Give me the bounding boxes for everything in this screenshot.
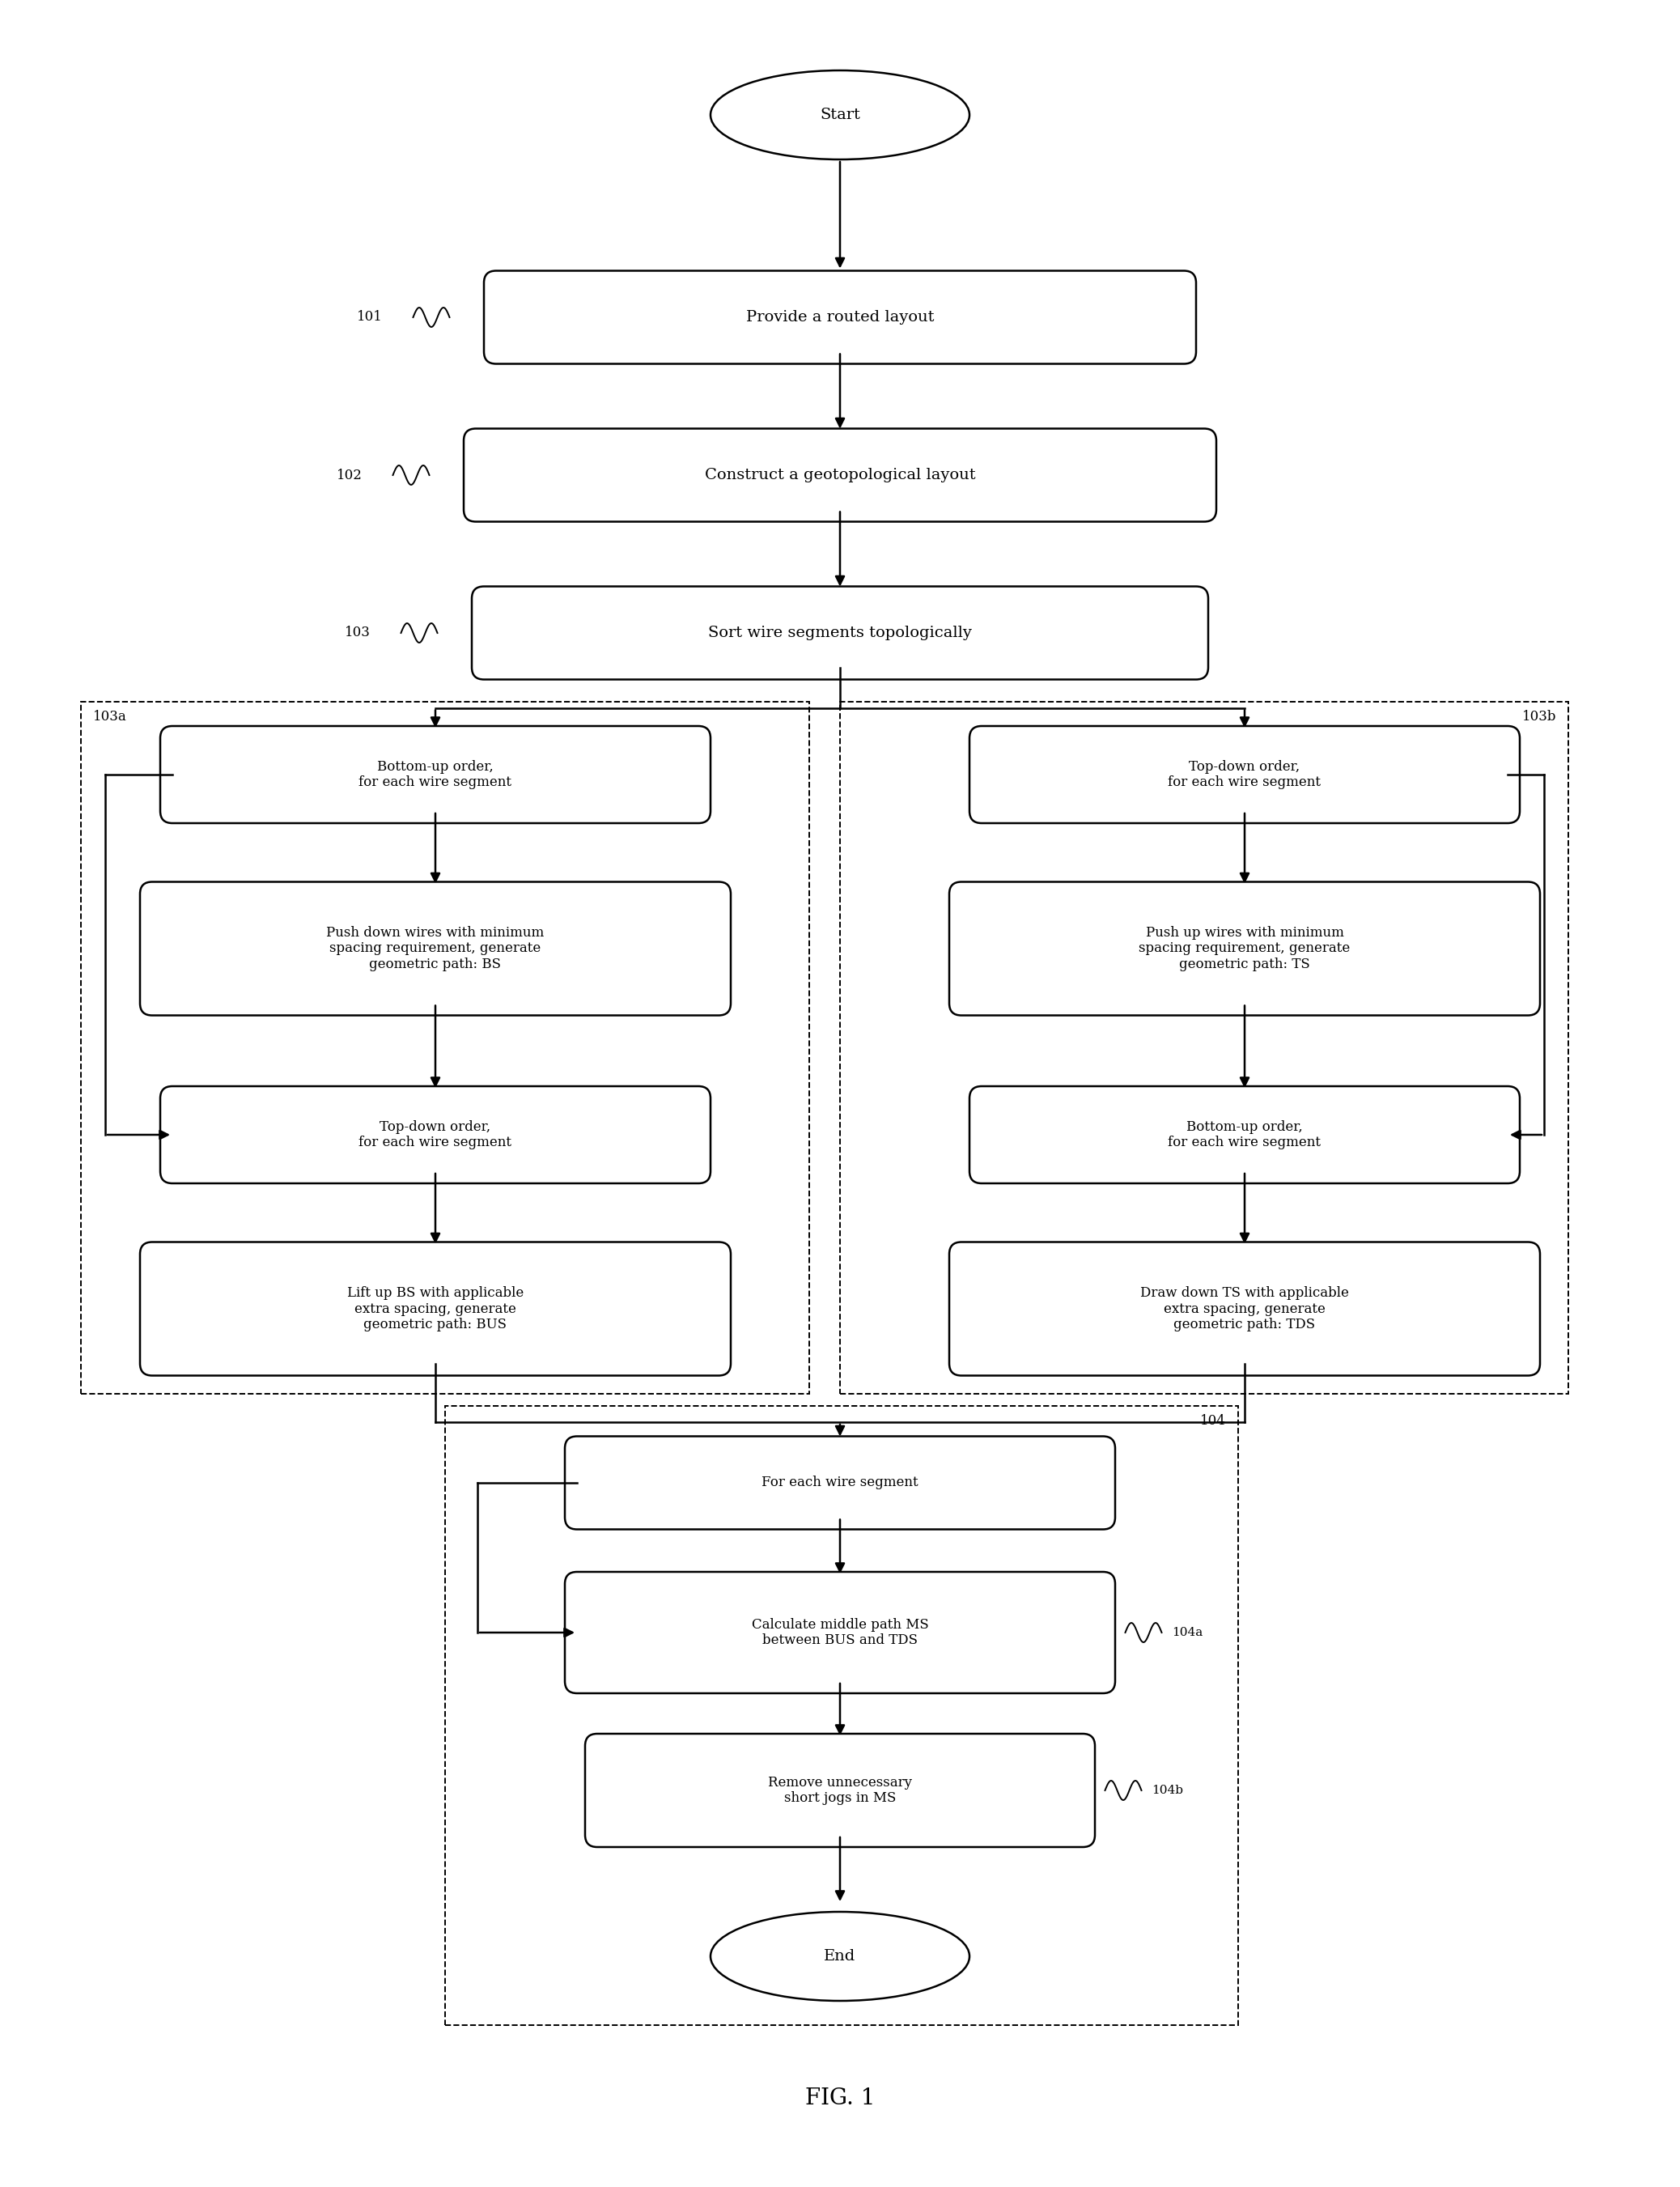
- FancyBboxPatch shape: [585, 1734, 1095, 1848]
- Text: FIG. 1: FIG. 1: [805, 2086, 875, 2108]
- Text: Construct a geotopological layout: Construct a geotopological layout: [704, 468, 976, 483]
- FancyBboxPatch shape: [969, 1087, 1520, 1183]
- FancyBboxPatch shape: [969, 726, 1520, 822]
- Text: 103: 103: [344, 625, 371, 641]
- Text: Provide a routed layout: Provide a routed layout: [746, 311, 934, 324]
- Text: Push down wires with minimum
spacing requirement, generate
geometric path: BS: Push down wires with minimum spacing req…: [326, 925, 544, 971]
- FancyBboxPatch shape: [564, 1437, 1116, 1529]
- Text: Top-down order,
for each wire segment: Top-down order, for each wire segment: [1168, 759, 1320, 790]
- FancyBboxPatch shape: [949, 1242, 1541, 1376]
- Text: End: End: [825, 1949, 855, 1964]
- Bar: [445, 1406, 1238, 2025]
- Text: Top-down order,
for each wire segment: Top-down order, for each wire segment: [360, 1120, 512, 1150]
- FancyBboxPatch shape: [160, 726, 711, 822]
- Text: 104b: 104b: [1151, 1785, 1183, 1796]
- Text: Push up wires with minimum
spacing requirement, generate
geometric path: TS: Push up wires with minimum spacing requi…: [1139, 925, 1351, 971]
- Text: Draw down TS with applicable
extra spacing, generate
geometric path: TDS: Draw down TS with applicable extra spaci…: [1141, 1286, 1349, 1332]
- Ellipse shape: [711, 1911, 969, 2001]
- FancyBboxPatch shape: [139, 881, 731, 1015]
- Text: Bottom-up order,
for each wire segment: Bottom-up order, for each wire segment: [1168, 1120, 1320, 1150]
- Text: 103b: 103b: [1522, 711, 1556, 724]
- Text: Bottom-up order,
for each wire segment: Bottom-up order, for each wire segment: [360, 759, 512, 790]
- Text: Remove unnecessary
short jogs in MS: Remove unnecessary short jogs in MS: [768, 1776, 912, 1804]
- Text: 104a: 104a: [1171, 1627, 1203, 1638]
- Text: Lift up BS with applicable
extra spacing, generate
geometric path: BUS: Lift up BS with applicable extra spacing…: [348, 1286, 524, 1332]
- FancyBboxPatch shape: [564, 1572, 1116, 1693]
- FancyBboxPatch shape: [484, 271, 1196, 363]
- Text: 104: 104: [1200, 1415, 1226, 1428]
- Text: Start: Start: [820, 107, 860, 122]
- FancyBboxPatch shape: [139, 1242, 731, 1376]
- Text: Calculate middle path MS
between BUS and TDS: Calculate middle path MS between BUS and…: [751, 1618, 929, 1647]
- FancyBboxPatch shape: [160, 1087, 711, 1183]
- Text: 101: 101: [356, 311, 383, 324]
- Text: Sort wire segments topologically: Sort wire segments topologically: [709, 625, 971, 641]
- Bar: [81, 702, 810, 1393]
- FancyBboxPatch shape: [464, 429, 1216, 523]
- Bar: [840, 702, 1569, 1393]
- FancyBboxPatch shape: [472, 586, 1208, 680]
- Ellipse shape: [711, 70, 969, 160]
- Text: 102: 102: [336, 468, 363, 481]
- FancyBboxPatch shape: [949, 881, 1541, 1015]
- Text: 103a: 103a: [92, 711, 128, 724]
- Text: For each wire segment: For each wire segment: [761, 1476, 919, 1489]
